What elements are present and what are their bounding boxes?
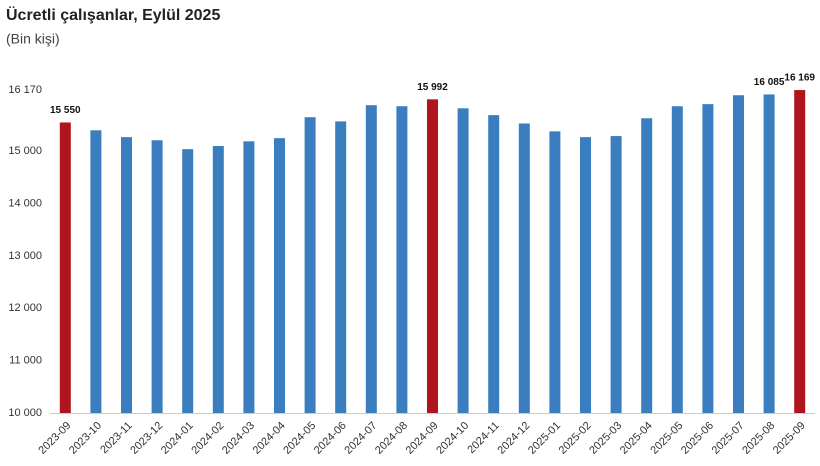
- bar: [457, 108, 469, 414]
- value-label: 15 992: [417, 82, 448, 93]
- x-tick-label: 2025-06: [679, 420, 716, 457]
- bar: [794, 90, 806, 413]
- bar: [212, 146, 224, 413]
- x-tick-label: 2025-04: [618, 420, 655, 457]
- x-tick-label: 2024-12: [495, 420, 532, 457]
- x-tick-label: 2024-01: [159, 420, 196, 457]
- bar: [580, 137, 591, 414]
- y-tick-label: 10 000: [8, 407, 42, 419]
- bar: [641, 118, 653, 413]
- bar: [763, 94, 775, 413]
- x-tick-label: 2024-10: [434, 420, 471, 457]
- bar: [59, 122, 71, 414]
- bar: [549, 131, 561, 413]
- x-tick-label: 2024-11: [465, 420, 501, 456]
- bar: [702, 104, 714, 413]
- chart-subtitle: (Bin kişi): [6, 31, 60, 47]
- chart-title: Ücretli çalışanlar, Eylül 2025: [6, 5, 220, 24]
- bar: [365, 105, 377, 414]
- x-tick-label: 2025-05: [648, 420, 685, 457]
- x-tick-label: 2025-07: [710, 420, 747, 457]
- bar: [427, 99, 438, 414]
- x-tick-label: 2024-02: [189, 420, 226, 457]
- bar: [610, 136, 622, 414]
- y-tick-label: 15 000: [8, 145, 42, 157]
- value-label: 16 169: [784, 73, 815, 84]
- bar: [274, 138, 285, 413]
- bar: [304, 117, 316, 413]
- bar: [671, 106, 683, 414]
- x-tick-label: 2024-08: [373, 420, 410, 457]
- x-tick-label: 2024-03: [220, 420, 257, 457]
- y-tick-label: 12 000: [8, 302, 42, 314]
- x-tick-label: 2024-07: [342, 420, 379, 457]
- x-tick-label: 2025-01: [526, 420, 563, 457]
- bar: [488, 115, 500, 413]
- x-tick-label: 2024-04: [251, 420, 288, 457]
- y-tick-label: 14 000: [8, 198, 42, 210]
- bar: [121, 137, 132, 414]
- value-label: 15 550: [50, 105, 81, 116]
- y-tick-label: 16 170: [8, 84, 42, 96]
- x-tick-label: 2024-06: [312, 420, 349, 457]
- x-tick-label: 2023-11: [98, 420, 134, 456]
- bar: [396, 106, 408, 414]
- bar: [182, 149, 194, 414]
- value-label: 16 085: [754, 77, 785, 88]
- x-tick-label: 2025-08: [740, 420, 777, 457]
- x-tick-label: 2025-02: [557, 420, 594, 457]
- x-tick-label: 2025-09: [771, 420, 808, 457]
- x-tick-label: 2024-09: [404, 420, 441, 457]
- x-tick-label: 2023-09: [36, 420, 73, 457]
- bar: [518, 123, 530, 413]
- x-tick-label: 2025-03: [587, 420, 624, 457]
- bar: [733, 95, 744, 413]
- bar: [243, 141, 255, 413]
- y-tick-label: 13 000: [8, 250, 42, 262]
- x-tick-label: 2024-05: [281, 420, 318, 457]
- y-tick-label: 11 000: [9, 355, 42, 367]
- x-tick-label: 2023-12: [128, 420, 165, 457]
- bar: [335, 121, 347, 414]
- x-tick-label: 2023-10: [67, 420, 104, 457]
- bar: [151, 140, 163, 413]
- bar: [90, 130, 102, 413]
